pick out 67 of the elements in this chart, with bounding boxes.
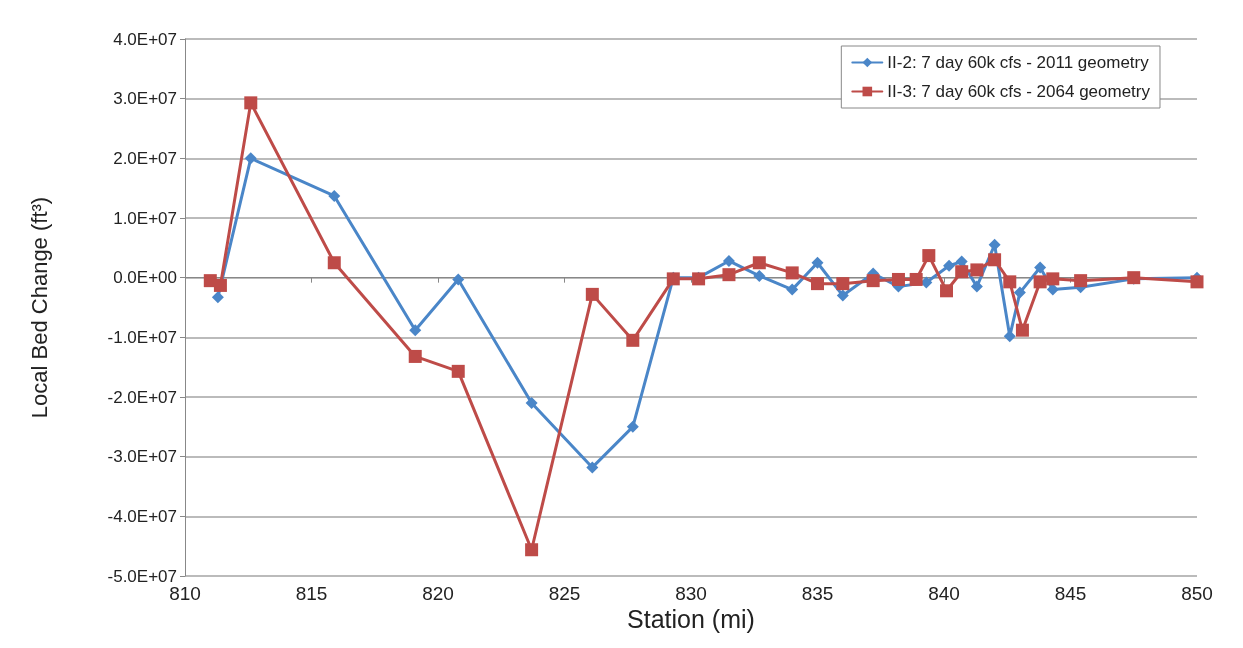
point: [722, 254, 735, 267]
point: [970, 280, 983, 293]
x-axis-title: Station (mi): [627, 604, 755, 633]
point: [836, 277, 850, 291]
y-tick-label: -2.0E+07: [107, 387, 177, 407]
point: [1034, 261, 1047, 274]
point: [1013, 286, 1026, 299]
x-tick-label: 810: [169, 583, 201, 604]
point: [525, 396, 538, 409]
x-tick-label: 825: [548, 583, 581, 604]
y-axis-title: Local Bed Change (ft³): [26, 196, 52, 419]
point: [328, 189, 341, 202]
x-tick-label: 840: [928, 583, 960, 604]
x-tick-label: 850: [1181, 583, 1213, 604]
point: [1003, 275, 1017, 289]
point: [626, 420, 639, 433]
x-tick-label: 835: [801, 583, 834, 604]
point: [811, 256, 824, 269]
y-tick-label: -4.0E+07: [107, 506, 177, 526]
point: [836, 289, 849, 302]
point: [988, 253, 1002, 267]
y-tick-label: 1.0E+07: [113, 208, 177, 228]
point: [891, 272, 905, 286]
y-tick-label: -3.0E+07: [107, 447, 177, 467]
x-tick-label: 815: [295, 583, 328, 604]
point: [626, 333, 640, 347]
point: [211, 291, 224, 304]
point: [585, 287, 599, 301]
point: [866, 274, 880, 288]
point: [452, 273, 465, 286]
point: [1046, 272, 1060, 286]
y-tick-label: 0.0E+00: [113, 268, 177, 288]
point: [943, 259, 956, 272]
y-tick-label: -5.0E+07: [107, 566, 177, 586]
point: [525, 543, 539, 557]
point: [1033, 275, 1047, 289]
y-tick-label: 3.0E+07: [113, 89, 177, 109]
point: [722, 268, 736, 282]
point: [409, 324, 422, 337]
point: [1190, 275, 1204, 289]
point: [940, 284, 954, 298]
legend-label: II-2: 7 day 60k cfs - 2011 geometry: [887, 53, 1150, 72]
x-tick-label: 830: [675, 583, 707, 604]
point: [786, 283, 799, 296]
point: [811, 277, 824, 291]
point: [1015, 323, 1029, 337]
point: [213, 278, 227, 292]
point: [327, 256, 341, 270]
y-tick-label: 4.0E+07: [113, 29, 177, 49]
point: [1074, 274, 1088, 288]
point: [244, 96, 258, 110]
point: [244, 152, 257, 165]
point: [970, 263, 984, 277]
x-tick-label: 845: [1054, 583, 1087, 604]
point: [586, 461, 599, 474]
y-tick-label: 2.0E+07: [113, 148, 177, 168]
point: [451, 364, 465, 378]
legend-label: II-3: 7 day 60k cfs - 2064 geometry: [887, 82, 1151, 101]
point: [785, 266, 799, 280]
point: [955, 265, 969, 279]
point: [909, 272, 923, 286]
point: [753, 269, 766, 282]
point: [752, 256, 766, 270]
x-tick-label: 820: [422, 583, 454, 604]
point: [408, 349, 422, 363]
y-tick-label: -1.0E+07: [107, 327, 177, 347]
point: [922, 249, 936, 263]
